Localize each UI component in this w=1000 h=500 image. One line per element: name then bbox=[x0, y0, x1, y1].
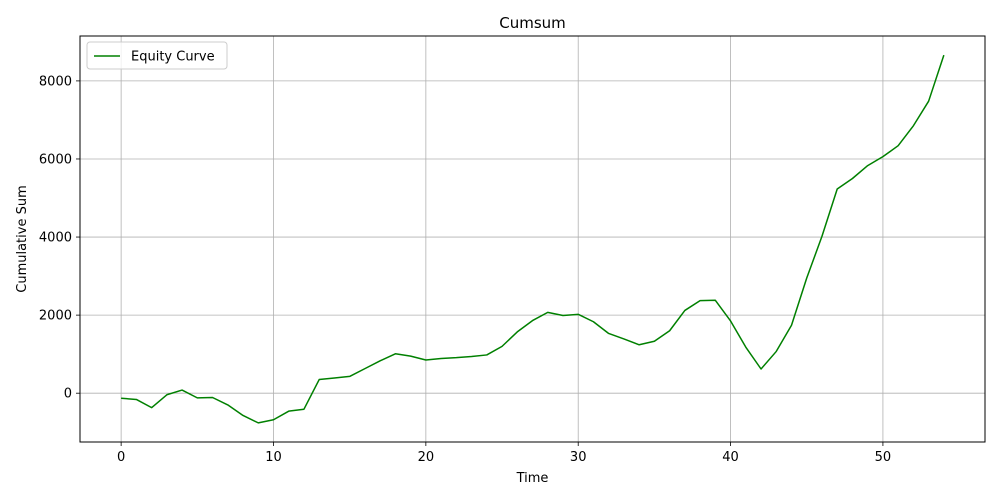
x-axis-label: Time bbox=[516, 471, 549, 486]
legend-label: Equity Curve bbox=[131, 50, 215, 65]
x-tick-label: 40 bbox=[722, 450, 739, 465]
y-tick-label: 4000 bbox=[39, 231, 72, 246]
y-tick-label: 8000 bbox=[39, 74, 72, 89]
x-tick-label: 0 bbox=[117, 450, 125, 465]
y-tick-label: 6000 bbox=[39, 152, 72, 167]
grid bbox=[80, 36, 985, 442]
y-tick-label: 0 bbox=[64, 387, 72, 402]
x-tick-label: 20 bbox=[418, 450, 435, 465]
legend: Equity Curve bbox=[86, 41, 228, 70]
x-tick-label: 50 bbox=[875, 450, 892, 465]
y-tick-label: 2000 bbox=[39, 309, 72, 324]
chart-title: Cumsum bbox=[499, 14, 566, 32]
x-tick-label: 10 bbox=[265, 450, 282, 465]
axis-ticks: 0 10 20 30 40 50 0 2000 4000 6000 8000 bbox=[39, 74, 891, 465]
x-tick-label: 30 bbox=[570, 450, 587, 465]
y-axis-label: Cumulative Sum bbox=[15, 185, 30, 293]
series-line-equity-curve bbox=[121, 54, 945, 424]
plot-frame bbox=[79, 35, 986, 443]
legend-box bbox=[86, 41, 228, 70]
plot-area bbox=[121, 54, 945, 424]
